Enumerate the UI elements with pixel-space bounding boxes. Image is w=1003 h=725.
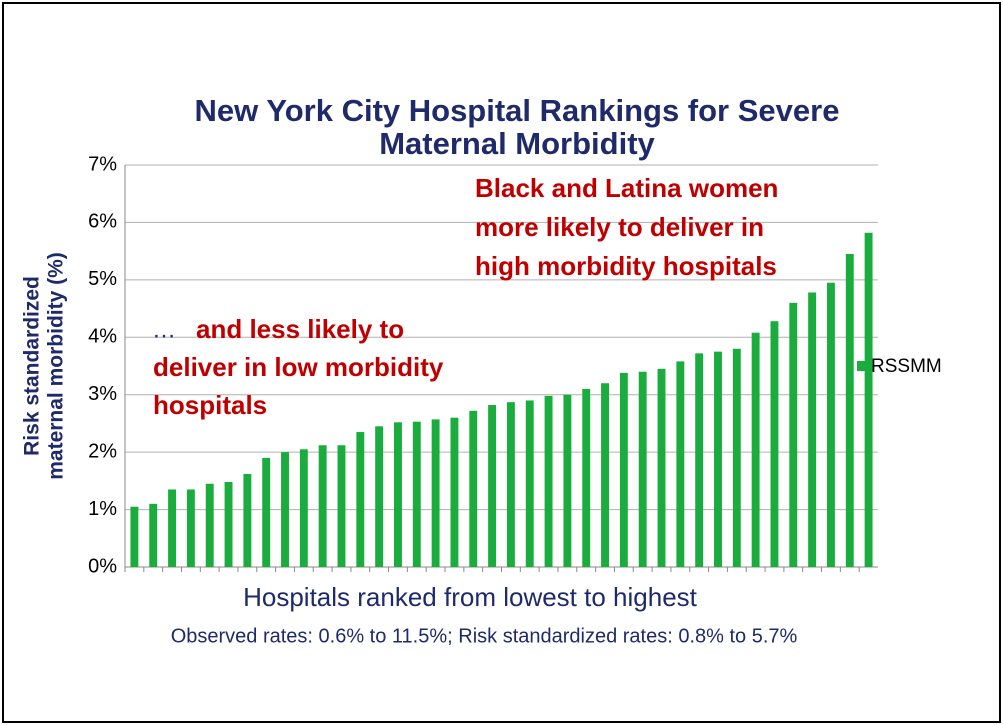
bar <box>469 410 478 567</box>
bar <box>563 394 572 567</box>
bar <box>281 452 289 567</box>
bar <box>695 353 704 567</box>
y-tick-label: 5% <box>88 268 117 290</box>
bar <box>186 489 195 567</box>
y-tick-label: 0% <box>88 555 117 577</box>
bar <box>412 421 421 567</box>
bar <box>262 457 271 567</box>
annotation: and less likely to <box>196 314 404 344</box>
chart-title: New York City Hospital Rankings for Seve… <box>195 93 840 128</box>
bar <box>657 368 666 567</box>
bar <box>714 351 722 567</box>
bar <box>525 400 534 567</box>
bar <box>601 383 609 567</box>
annotation: hospitals <box>153 390 267 420</box>
bar <box>431 419 440 567</box>
legend-swatch <box>857 361 867 371</box>
bar <box>638 371 647 567</box>
annotation: Black and Latina women <box>475 173 778 203</box>
bar <box>808 292 817 567</box>
bar <box>789 302 798 567</box>
chart-title: Maternal Morbidity <box>379 126 655 161</box>
annotation: more likely to deliver in <box>475 212 764 242</box>
y-tick-label: 2% <box>88 440 117 462</box>
annotation-prefix: … <box>152 316 176 343</box>
bar <box>450 417 459 567</box>
bar <box>318 445 327 567</box>
y-tick-label: 4% <box>88 326 117 348</box>
bar <box>619 372 628 567</box>
bar <box>845 254 854 567</box>
bar <box>826 282 835 567</box>
bar <box>676 361 685 567</box>
y-tick-label: 1% <box>88 498 117 520</box>
bar <box>488 405 497 567</box>
bar <box>224 482 233 567</box>
bar <box>299 449 308 567</box>
bar <box>130 506 139 567</box>
bar <box>149 503 158 567</box>
legend-label: RSSMM <box>871 356 942 377</box>
bar <box>394 422 402 567</box>
annotation: deliver in low morbidity <box>153 352 444 382</box>
bar <box>356 432 365 567</box>
bar <box>770 321 779 567</box>
x-axis-label: Hospitals ranked from lowest to highest <box>243 582 698 612</box>
bar <box>337 445 346 567</box>
bar <box>582 388 591 567</box>
bar <box>243 473 252 567</box>
y-tick-label: 7% <box>88 153 117 175</box>
bar <box>732 348 741 567</box>
bar <box>751 332 760 567</box>
bar <box>168 489 177 567</box>
y-tick-label: 3% <box>88 383 117 405</box>
bar <box>864 232 873 567</box>
bar <box>544 395 553 567</box>
bar <box>205 483 214 567</box>
bar <box>375 426 384 567</box>
y-axis-label: maternal morbidity (%) <box>45 252 68 480</box>
y-tick-label: 6% <box>88 211 117 233</box>
y-axis-label: Risk standardized <box>21 276 44 456</box>
bar <box>506 402 515 567</box>
note: Observed rates: 0.6% to 11.5%; Risk stan… <box>171 625 798 647</box>
annotation: high morbidity hospitals <box>475 251 777 281</box>
